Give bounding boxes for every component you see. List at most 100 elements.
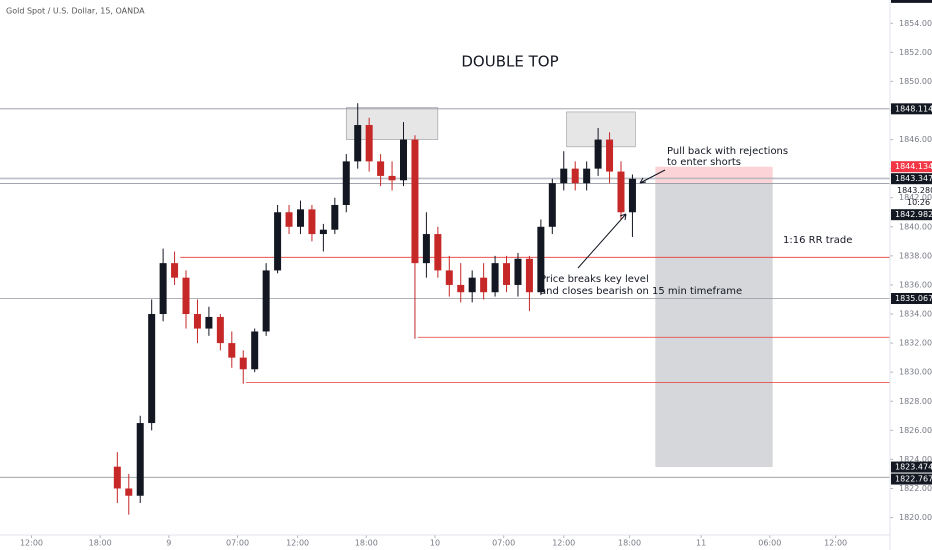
annotation: Pull back with rejections [667,146,788,157]
candle-body [468,277,476,293]
candle-body [205,316,213,329]
candle-body [388,175,396,181]
candle-body [239,357,247,370]
candle-body [125,488,133,496]
y-tick-label: 1852.00 [899,48,932,57]
candle-body [251,331,259,370]
candle-body [171,263,179,278]
candle-body [274,212,282,271]
price-label-box [891,461,932,473]
x-tick-label: 12:00 [20,539,43,548]
x-tick-label: 12:00 [824,539,847,548]
x-tick-label: 10 [430,539,440,548]
y-tick-label: 1830.00 [899,368,932,377]
candle-body [342,161,350,205]
y-tick-label: 1834.00 [899,310,932,319]
candle-body [159,263,167,315]
price-label: 1822.767 [895,475,932,484]
candle-body [216,316,224,344]
x-tick-label: 18:00 [355,539,378,548]
price-label: 1843.280 [897,186,932,195]
candle-body [228,343,236,358]
price-label-box [891,173,932,185]
price-label: 1842.982 [895,210,932,219]
annotation: and closes bearish on 15 min timeframe [540,286,742,297]
candle-body [560,168,568,184]
candle-body [594,139,602,169]
price-label-box [891,473,932,485]
x-tick-label: 18:00 [618,539,641,548]
y-tick-label: 1826.00 [899,426,932,435]
candle-body [411,139,419,264]
candle-body [548,183,556,227]
price-label-box [891,161,932,173]
y-tick-label: 1840.00 [899,222,932,231]
candle-body [422,234,430,264]
candle-body [606,139,614,172]
candle-body [628,178,636,213]
arrow [639,169,666,184]
y-tick-label: 1838.00 [899,251,932,260]
countdown: 10:26 [907,198,930,207]
candle-body [354,125,362,162]
candle-body [571,168,579,184]
candle-body [400,139,408,181]
price-label: 1848.114 [895,104,932,113]
price-label-box [891,209,932,221]
candle-body [537,226,545,293]
candle-body [583,168,591,184]
candle-body [491,263,499,293]
price-label-box [891,0,932,3]
chart-title: DOUBLE TOP [461,53,558,71]
candle-body [113,466,121,489]
y-tick-label: 1836.00 [899,280,932,289]
x-tick-label: 06:00 [758,539,781,548]
candle-body [525,258,533,293]
x-tick-label: 12:00 [552,539,575,548]
candle-body [193,314,201,329]
x-tick-label: 18:00 [89,539,112,548]
y-tick-label: 1828.00 [899,397,932,406]
y-tick-label: 1854.00 [899,19,932,28]
candle-body [514,258,522,285]
x-tick-label: 07:00 [226,539,249,548]
target-zone [655,183,773,468]
y-tick-label: 1846.00 [899,135,932,144]
double-top-zone [345,107,439,140]
candle-body [136,423,144,496]
candle-body [377,161,385,176]
arrow [577,213,627,269]
price-label-box [891,293,932,305]
candle-body [480,277,488,293]
price-label: 1844.134 [895,162,932,171]
candle-body [296,209,304,227]
stop-zone [655,166,773,184]
y-tick-label: 1822.00 [899,484,932,493]
price-label: 1843.347 [895,174,932,183]
price-label: 1835.067 [895,294,932,303]
candle-body [365,125,373,162]
annotation: 1:16 RR trade [783,235,852,246]
candle-body [617,171,625,213]
x-tick-label: 07:00 [492,539,515,548]
candle-body [308,209,316,235]
candle-body [503,263,511,285]
x-tick-label: 12:00 [286,539,309,548]
y-tick-label: 1850.00 [899,77,932,86]
y-tick-label: 1842.00 [899,193,932,202]
candle-body [445,270,453,285]
price-label: 1823.474 [895,463,932,472]
x-tick-label: 11 [696,539,706,548]
candle-body [262,270,270,332]
price-label: 1855.780 [895,0,932,2]
candle-body [182,277,190,315]
annotation: to enter shorts [667,157,741,168]
annotation: Price breaks key level [540,274,649,285]
y-tick-label: 1832.00 [899,339,932,348]
y-tick-label: 1824.00 [899,455,932,464]
candle-body [457,284,465,293]
candle-body [331,204,339,230]
candle-body [285,212,293,227]
